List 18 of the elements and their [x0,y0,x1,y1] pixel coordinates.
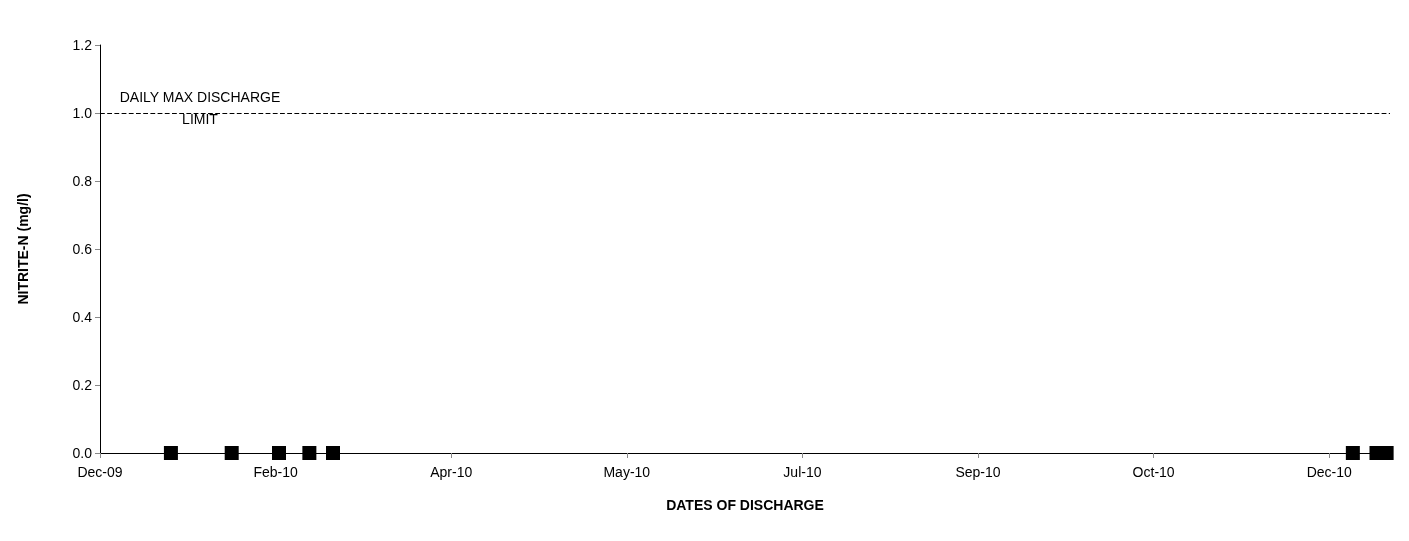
y-tick-label: 0.0 [72,445,93,461]
x-tick-label: Sep-10 [955,464,1001,480]
y-tick-label: 0.8 [72,173,93,189]
x-tick-label: Oct-10 [1132,464,1175,480]
y-tick-label: 1.2 [72,37,93,53]
ref-line-label: DAILY MAX DISCHARGE LIMIT [119,89,281,127]
y-tick-label: 0.6 [72,241,93,257]
x-tick-label: Jul-10 [783,464,822,480]
x-tick-label: Feb-10 [253,464,298,480]
y-tick-label: 0.4 [72,309,93,325]
x-tick-label: Dec-10 [1306,464,1352,480]
x-tick-label: Dec-09 [77,464,123,480]
x-axis-title: DATES OF DISCHARGE [666,497,824,513]
x-tick-label: May-10 [603,464,651,480]
y-tick-label: 0.2 [72,377,93,393]
y-axis-title: NITRITE-N (mg/l) [15,193,31,305]
y-tick-label: 1.0 [72,105,93,121]
x-tick-label: Apr-10 [430,464,473,480]
